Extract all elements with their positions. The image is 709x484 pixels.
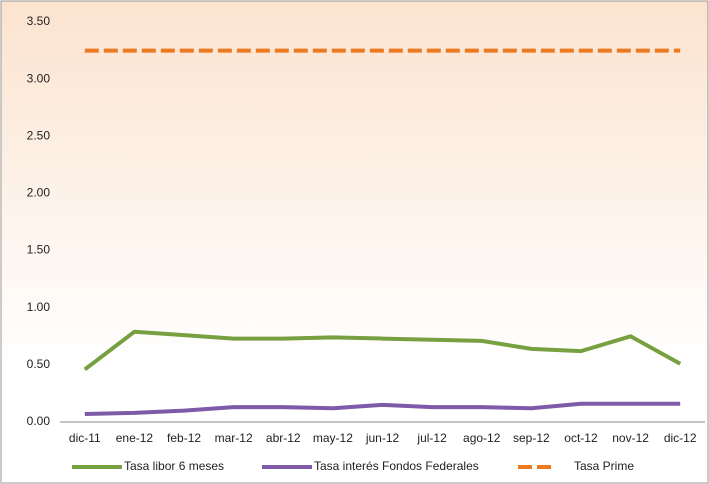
- y-tick-label: 3.00: [27, 71, 51, 85]
- legend-label: Tasa interés Fondos Federales: [314, 459, 479, 473]
- x-tick-label: feb-12: [167, 431, 201, 445]
- x-tick-label: oct-12: [564, 431, 598, 445]
- y-tick-label: 2.50: [27, 128, 51, 142]
- y-tick-label: 0.50: [27, 357, 51, 371]
- x-tick-label: ene-12: [116, 431, 154, 445]
- x-tick-label: jul-12: [416, 431, 447, 445]
- y-tick-label: 2.00: [27, 186, 51, 200]
- series-line: [84, 401, 681, 416]
- y-tick-label: 0.00: [27, 414, 51, 428]
- y-tick-label: 1.50: [27, 243, 51, 257]
- series-line: [83, 329, 682, 372]
- x-tick-label: abr-12: [266, 431, 301, 445]
- y-tick-label: 1.00: [27, 300, 51, 314]
- x-tick-label: dic-12: [664, 431, 697, 445]
- x-tick-label: dic-11: [69, 431, 101, 445]
- x-tick-label: mar-12: [215, 431, 253, 445]
- x-tick-label: nov-12: [612, 431, 649, 445]
- legend-label: Tasa libor 6 meses: [124, 459, 224, 473]
- x-tick-label: sep-12: [513, 431, 550, 445]
- x-tick-label: may-12: [313, 431, 353, 445]
- legend-label: Tasa Prime: [574, 459, 634, 473]
- x-tick-label: ago-12: [463, 431, 501, 445]
- y-tick-label: 3.50: [27, 14, 51, 28]
- x-tick-label: jun-12: [365, 431, 400, 445]
